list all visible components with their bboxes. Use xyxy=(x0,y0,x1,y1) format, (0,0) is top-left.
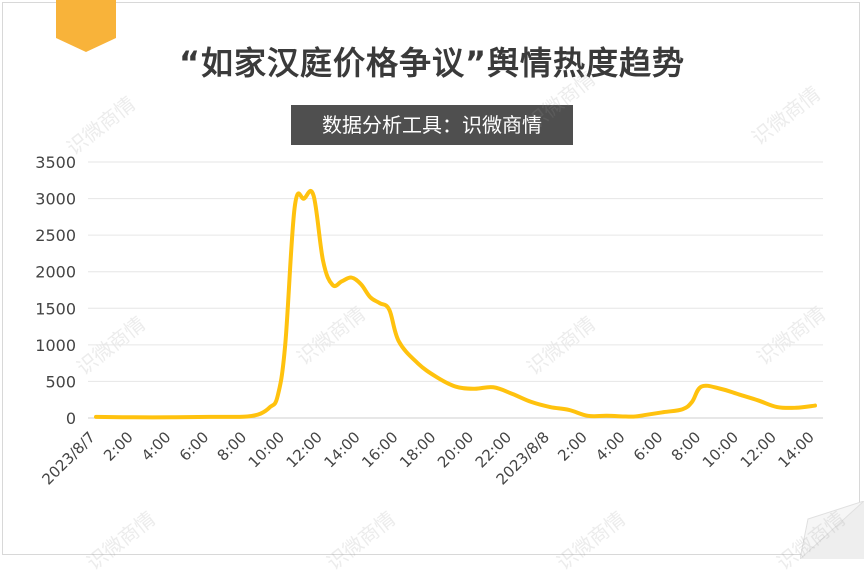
y-tick-label: 3000 xyxy=(35,190,76,209)
x-tick-label: 4:00 xyxy=(592,428,629,465)
x-tick-label: 6:00 xyxy=(176,428,213,465)
series-line xyxy=(94,189,817,420)
y-tick-label: 3500 xyxy=(35,153,76,172)
chart-frame xyxy=(2,2,860,555)
chart-title: “如家汉庭价格争议”舆情热度趋势 xyxy=(178,44,686,82)
y-tick-label: 2000 xyxy=(35,263,76,282)
y-tick-label: 500 xyxy=(45,372,76,391)
chart-subtitle: 数据分析工具：识微商情 xyxy=(291,105,573,145)
ribbon-decoration xyxy=(56,0,116,52)
x-tick-label: 16:00 xyxy=(358,428,401,471)
y-tick-label: 0 xyxy=(66,409,76,428)
x-tick-label: 20:00 xyxy=(434,428,477,471)
x-tick-label: 14:00 xyxy=(320,428,363,471)
x-tick-label: 10:00 xyxy=(699,428,742,471)
y-tick-label: 2500 xyxy=(35,226,76,245)
x-tick-label: 2:00 xyxy=(100,428,137,465)
page-fold-decoration xyxy=(800,501,864,559)
x-tick-label: 18:00 xyxy=(396,428,439,471)
x-tick-label: 12:00 xyxy=(283,428,326,471)
y-tick-label: 1000 xyxy=(35,336,76,355)
x-tick-label: 4:00 xyxy=(138,428,175,465)
x-tick-label: 10:00 xyxy=(245,428,288,471)
x-tick-label: 12:00 xyxy=(737,428,780,471)
x-tick-label: 2:00 xyxy=(554,428,591,465)
y-tick-label: 1500 xyxy=(35,299,76,318)
x-tick-label: 6:00 xyxy=(630,428,667,465)
x-tick-label: 14:00 xyxy=(775,428,818,471)
x-tick-label: 2023/8/7 xyxy=(38,428,98,488)
